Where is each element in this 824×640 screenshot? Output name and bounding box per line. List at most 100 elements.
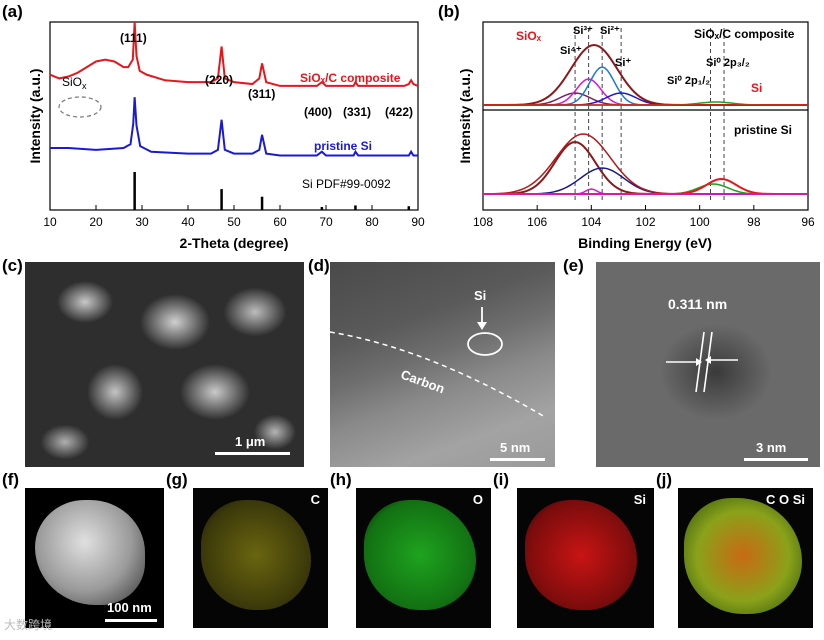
haadf-scale-bar <box>105 619 157 622</box>
xps-fit-si3 <box>483 78 808 106</box>
eds-map-o: O <box>356 488 491 628</box>
xrd-ylabel: Intensity (a.u.) <box>27 69 43 164</box>
xps-si2-label: Si²⁺ <box>600 25 620 37</box>
xrd-peak-422-label: (422) <box>385 105 413 119</box>
xps-xlabel: Binding Energy (eV) <box>578 235 712 251</box>
panel-label-b: (b) <box>438 2 460 21</box>
eds-c-label: C <box>310 492 320 507</box>
panel-label-d: (d) <box>308 256 330 275</box>
xrd-xtick-label: 60 <box>273 215 287 229</box>
xps-si0-2p12-label: Si⁰ 2p₁/₂ <box>667 75 710 87</box>
watermark: 大数跨境 <box>4 618 53 632</box>
haadf-image: 100 nm <box>25 488 164 628</box>
xps-plot-frame <box>482 21 809 211</box>
xps-si4-label: Si⁴⁺ <box>560 45 582 57</box>
xps-fit-pristine-si3 <box>483 188 808 195</box>
tem-overlay <box>330 307 546 418</box>
eds-si-particle <box>525 500 637 610</box>
xrd-xtick-label: 70 <box>319 215 333 229</box>
xrd-peak-331-label: (331) <box>343 105 371 119</box>
tem-scale-bar <box>490 458 545 461</box>
sem-scale-label: 1 μm <box>235 434 266 449</box>
xrd-xtick-label: 50 <box>227 215 241 229</box>
eds-map-si: Si <box>517 488 654 628</box>
xps-ylabel: Intensity (a.u.) <box>457 69 473 164</box>
xps-envelope-pristine <box>482 133 808 195</box>
xrd-legend-pristine: pristine Si <box>314 139 372 153</box>
xps-xtick-label: 96 <box>801 215 815 229</box>
xrd-xtick-label: 90 <box>411 215 425 229</box>
hrtem-image: 0.311 nm 3 nm <box>596 262 820 467</box>
xrd-sio-label: SiOx <box>62 75 87 91</box>
panel-label-j: (j) <box>656 470 673 489</box>
eds-map-c: C <box>193 488 328 628</box>
xps-fit-si4 <box>483 92 808 106</box>
xrd-xtick-label: 20 <box>89 215 103 229</box>
eds-o-particle <box>364 500 476 610</box>
hrtem-dspacing-label: 0.311 nm <box>668 296 728 312</box>
xrd-peak-400-label: (400) <box>304 105 332 119</box>
xrd-composite-line <box>49 21 419 87</box>
xrd-legend-composite: SiOₓ/C composite <box>300 71 401 85</box>
xps-envelope-composite <box>482 43 808 106</box>
panel-label-c: (c) <box>2 256 23 275</box>
si-arrow-head <box>477 322 487 330</box>
xps-pristine-label: pristine Si <box>734 123 792 137</box>
lattice-arrow-left-head <box>696 358 702 366</box>
xps-xtick-label: 102 <box>635 215 655 229</box>
xrd-xtick-label: 40 <box>181 215 195 229</box>
hrtem-scale-label: 3 nm <box>756 440 787 455</box>
xps-xtick-label: 100 <box>690 215 710 229</box>
xps-si1-label: Si⁺ <box>615 57 631 69</box>
tem-si-label: Si <box>474 288 487 303</box>
xps-xtick-label: 108 <box>473 215 493 229</box>
xrd-xtick-label: 30 <box>135 215 149 229</box>
eds-overlay-particle <box>684 498 802 614</box>
xrd-peak-111-label: (111) <box>120 31 147 45</box>
carbon-boundary-dashed <box>330 331 546 418</box>
xps-sio-label: SiOₓ <box>516 29 542 43</box>
tem-image: Si Carbon 5 nm <box>330 262 555 467</box>
xrd-xtick-label: 10 <box>43 215 57 229</box>
xrd-xtick-label: 80 <box>365 215 379 229</box>
xps-fit-si1 <box>483 92 808 106</box>
xrd-pristine-line <box>50 97 418 157</box>
eds-si-label: Si <box>633 492 646 507</box>
xrd-peak-220-label: (220) <box>205 73 233 87</box>
lattice-arrow-right-head <box>705 356 711 364</box>
tem-scale-label: 5 nm <box>500 440 531 455</box>
xrd-plot-frame <box>49 21 419 211</box>
xps-xtick-label: 104 <box>581 215 601 229</box>
panel-label-i: (i) <box>493 470 510 489</box>
xrd-peak-311-label: (311) <box>248 87 275 101</box>
sio-dashed-ellipse <box>58 96 102 118</box>
panel-label-h: (h) <box>330 470 352 489</box>
panel-label-e: (e) <box>563 256 584 275</box>
hrtem-scale-bar <box>744 458 808 461</box>
xps-si3-label: Si³⁺ <box>573 25 593 37</box>
hrtem-overlay <box>666 331 738 393</box>
xps-fit-si0-composite <box>483 101 808 106</box>
xps-xtick-label: 98 <box>747 215 761 229</box>
panel-label-g: (g) <box>166 470 188 489</box>
xps-si0-2p32-label: Si⁰ 2p₃/₂ <box>706 57 750 69</box>
haadf-particle <box>35 500 145 605</box>
haadf-scale-label: 100 nm <box>107 600 152 615</box>
xps-composite-label: SiOₓ/C composite <box>694 27 795 41</box>
sem-scale-bar <box>215 452 290 455</box>
xps-xtick-label: 106 <box>527 215 547 229</box>
xps-fit-si2 <box>483 66 808 106</box>
xps-si-label: Si <box>751 81 762 95</box>
eds-o-label: O <box>472 492 483 507</box>
eds-c-particle <box>201 500 311 610</box>
xps-fit-pristine-si0a <box>483 183 808 195</box>
xps-fit-pristine-si0b <box>483 177 808 195</box>
xps-fit-pristine-si4 <box>482 140 808 195</box>
xrd-legend-reference: Si PDF#99-0092 <box>302 177 391 191</box>
panel-label-f: (f) <box>2 470 19 489</box>
si-region-circle <box>467 332 503 356</box>
xps-fit-pristine-si2 <box>482 167 808 195</box>
panel-label-a: (a) <box>2 2 23 21</box>
sem-image: 1 μm <box>25 262 304 467</box>
eds-overlay-label: C O Si <box>765 492 805 507</box>
